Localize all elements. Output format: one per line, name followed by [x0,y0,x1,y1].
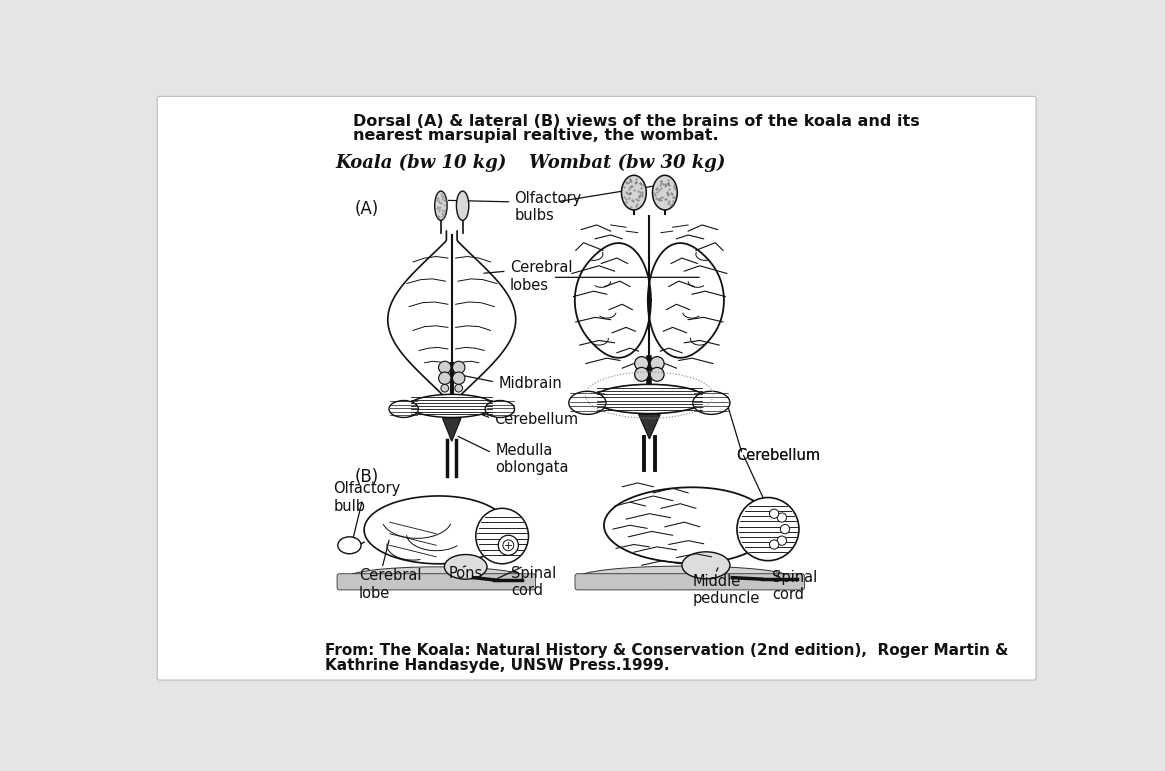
FancyBboxPatch shape [576,574,804,590]
Ellipse shape [578,566,791,589]
Text: (B): (B) [355,468,379,487]
Ellipse shape [389,400,418,417]
Text: Cerebellum: Cerebellum [494,412,579,427]
Ellipse shape [485,400,515,417]
Circle shape [770,540,778,549]
Text: Spinal
cord: Spinal cord [511,566,557,598]
Polygon shape [457,231,516,408]
Ellipse shape [593,385,706,413]
Ellipse shape [347,567,525,588]
Circle shape [650,368,664,382]
Text: Olfactory
bulbs: Olfactory bulbs [515,191,581,224]
Text: Koala (bw 10 kg): Koala (bw 10 kg) [336,154,507,173]
Ellipse shape [652,175,677,210]
Text: nearest marsupial realtive, the wombat.: nearest marsupial realtive, the wombat. [353,128,719,143]
Ellipse shape [621,175,647,210]
FancyBboxPatch shape [337,574,536,590]
Text: Cerebral
lobes: Cerebral lobes [510,261,572,293]
Circle shape [635,368,649,382]
Ellipse shape [338,537,361,554]
Text: Middle
peduncle: Middle peduncle [693,574,760,606]
Circle shape [454,385,463,392]
Text: Medulla
oblongata: Medulla oblongata [495,443,569,475]
Polygon shape [443,418,461,441]
Text: Pons: Pons [449,566,482,581]
Text: Dorsal (A) & lateral (B) views of the brains of the koala and its: Dorsal (A) & lateral (B) views of the br… [353,114,920,129]
Ellipse shape [569,391,606,414]
Circle shape [650,357,664,371]
Polygon shape [574,243,651,358]
Ellipse shape [457,191,468,221]
Polygon shape [365,496,509,564]
Circle shape [777,513,786,522]
Circle shape [777,536,786,545]
Circle shape [452,372,465,385]
Ellipse shape [435,191,447,221]
Text: Midbrain: Midbrain [499,376,562,391]
Text: Cerebellum: Cerebellum [736,448,820,463]
Text: Wombat (bw 30 kg): Wombat (bw 30 kg) [529,154,726,173]
Polygon shape [603,487,772,564]
Text: Spinal
cord: Spinal cord [772,570,817,602]
Ellipse shape [737,497,799,561]
Polygon shape [638,414,661,439]
Circle shape [438,362,451,374]
Text: From: The Koala: Natural History & Conservation (2nd edition),  Roger Martin &: From: The Koala: Natural History & Conse… [325,643,1009,658]
Text: Kathrine Handasyde, UNSW Press.1999.: Kathrine Handasyde, UNSW Press.1999. [325,658,670,673]
Ellipse shape [409,394,494,417]
Circle shape [781,524,790,534]
Polygon shape [648,243,723,358]
Text: Cerebellum: Cerebellum [736,448,820,463]
Circle shape [499,535,518,555]
FancyBboxPatch shape [157,96,1036,680]
Circle shape [635,357,649,371]
Text: Olfactory
bulb: Olfactory bulb [333,481,401,513]
Circle shape [452,362,465,374]
Circle shape [440,385,449,392]
Ellipse shape [682,552,730,579]
Ellipse shape [475,508,529,564]
Text: (A): (A) [355,200,379,218]
Circle shape [438,372,451,385]
Ellipse shape [693,391,730,414]
Text: Cerebral
lobe: Cerebral lobe [359,568,422,601]
Polygon shape [388,231,446,408]
Circle shape [770,509,778,518]
Ellipse shape [444,554,487,579]
